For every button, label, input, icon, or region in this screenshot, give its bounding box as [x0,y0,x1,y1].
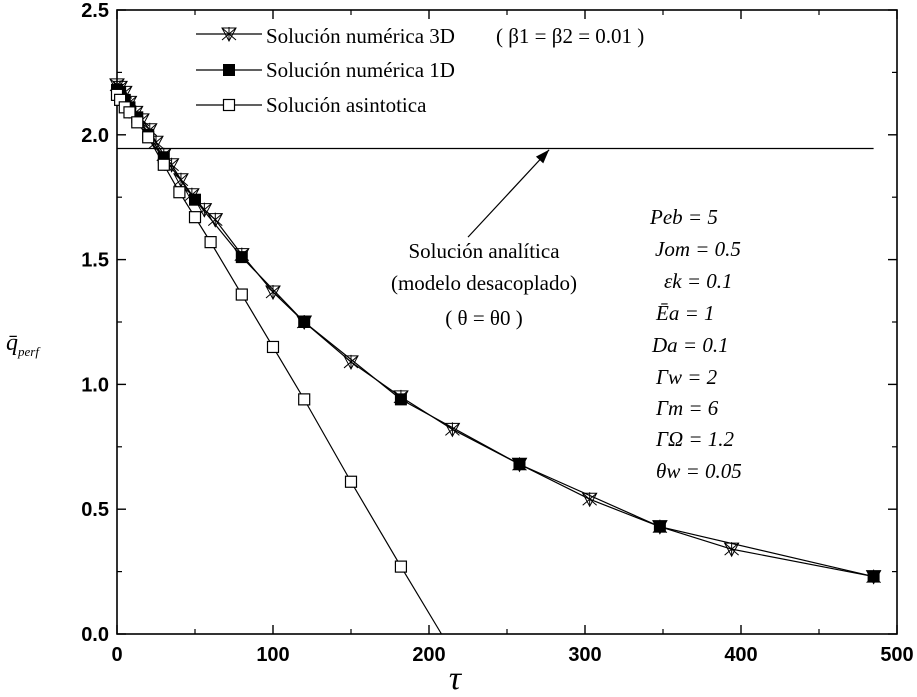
legend-label-3d: Solución numérica 3D [266,24,455,48]
y-tick-label: 1.0 [81,374,109,396]
y-tick-label: 1.5 [81,250,109,272]
legend-marker-3d [196,27,262,43]
series-asintotica-point [266,340,280,354]
legend-symbol [223,64,235,76]
series-1d-point [867,570,880,583]
param-ea: Ēa = 1 [655,301,715,325]
x-tick-label: 200 [412,644,445,666]
x-tick-label: 100 [256,644,289,666]
y-tick-label: 0.5 [81,499,109,521]
series-asintotica-point [344,475,358,488]
annotation-line-2: (modelo desacoplado) [391,271,577,295]
annotation-line-3: ( θ = θ0 ) [445,306,522,330]
series-3d-point [581,492,598,508]
series-asintotica-point [142,131,155,144]
y-tick-label: 2.5 [81,0,109,22]
param-da: Da = 0.1 [651,333,729,357]
series-asintotica-point [188,211,202,224]
series-asintotica-line [116,94,442,635]
legend-marker-asintotica [196,98,262,112]
axis-tick-labels: 0 100 200 300 400 500 0.0 0.5 1.0 1.5 2.0 2.5 [81,0,914,666]
legend-marker-1d [196,64,262,76]
series-1d-point [235,251,248,264]
legend-entry-3d: Solución numérica 3D ( β1 = β2 = 0.01 ) [196,24,644,48]
param-peb: Peb = 5 [649,205,718,229]
arrow-shaft [467,149,550,238]
legend-symbol [222,98,236,112]
series-asintotica-point [204,236,217,249]
series-1d [111,83,880,583]
series-asintotica [110,88,442,635]
series-1d-point [189,193,201,206]
y-axis-title: q̄perf [6,330,41,359]
y-tick-label: 2.0 [81,125,109,147]
x-tick-label: 300 [568,644,601,666]
series-asintotica-point [123,106,136,119]
param-gamma-w: Γw = 2 [655,365,718,389]
param-gamma-m: Γm = 6 [655,396,719,420]
series-1d-line [116,89,874,578]
annotation-arrow [467,149,550,238]
x-tick-label: 0 [111,644,122,666]
series-asintotica-point [173,186,186,199]
legend-extra-3d: ( β1 = β2 = 0.01 ) [496,24,644,48]
series-1d-point [513,458,526,471]
annotation: Solución analítica (modelo desacoplado) … [391,149,577,330]
series-group [109,77,882,635]
series-asintotica-point [235,288,248,301]
param-jom: Jom = 0.5 [655,237,741,261]
y-tick-label: 0.0 [81,624,109,646]
series-3d [109,77,882,585]
legend-symbol [221,27,237,43]
series-asintotica-point [157,158,170,171]
param-theta-w: θw = 0.05 [656,459,742,483]
y-axis-title-sub: perf [17,344,41,359]
arrow-head [535,149,550,164]
param-epsk: εk = 0.1 [664,269,733,293]
x-axis-title: τ [449,660,463,697]
axis-ticks [116,9,898,635]
series-asintotica-point [394,560,408,573]
series-asintotica-point [298,393,311,406]
y-axis-title-main: q̄ [6,330,18,356]
series-asintotica-point [131,116,144,129]
legend: Solución numérica 3D ( β1 = β2 = 0.01 ) … [196,24,644,117]
legend-entry-1d: Solución numérica 1D [196,58,455,82]
x-tick-label: 400 [724,644,757,666]
series-3d-line [116,84,874,578]
series-1d-point [298,316,311,328]
x-tick-label: 500 [880,644,913,666]
param-gamma-omega: ΓΩ = 1.2 [655,427,735,451]
legend-entry-asintotica: Solución asintotica [196,93,427,117]
series-1d-point [653,520,666,533]
series-1d-point [394,393,407,406]
legend-label-asintotica: Solución asintotica [266,93,427,117]
parameter-list: Peb = 5 Jom = 0.5 εk = 0.1 Ēa = 1 Da = 0… [649,205,742,483]
annotation-line-1: Solución analítica [408,239,560,263]
legend-label-1d: Solución numérica 1D [266,58,455,82]
